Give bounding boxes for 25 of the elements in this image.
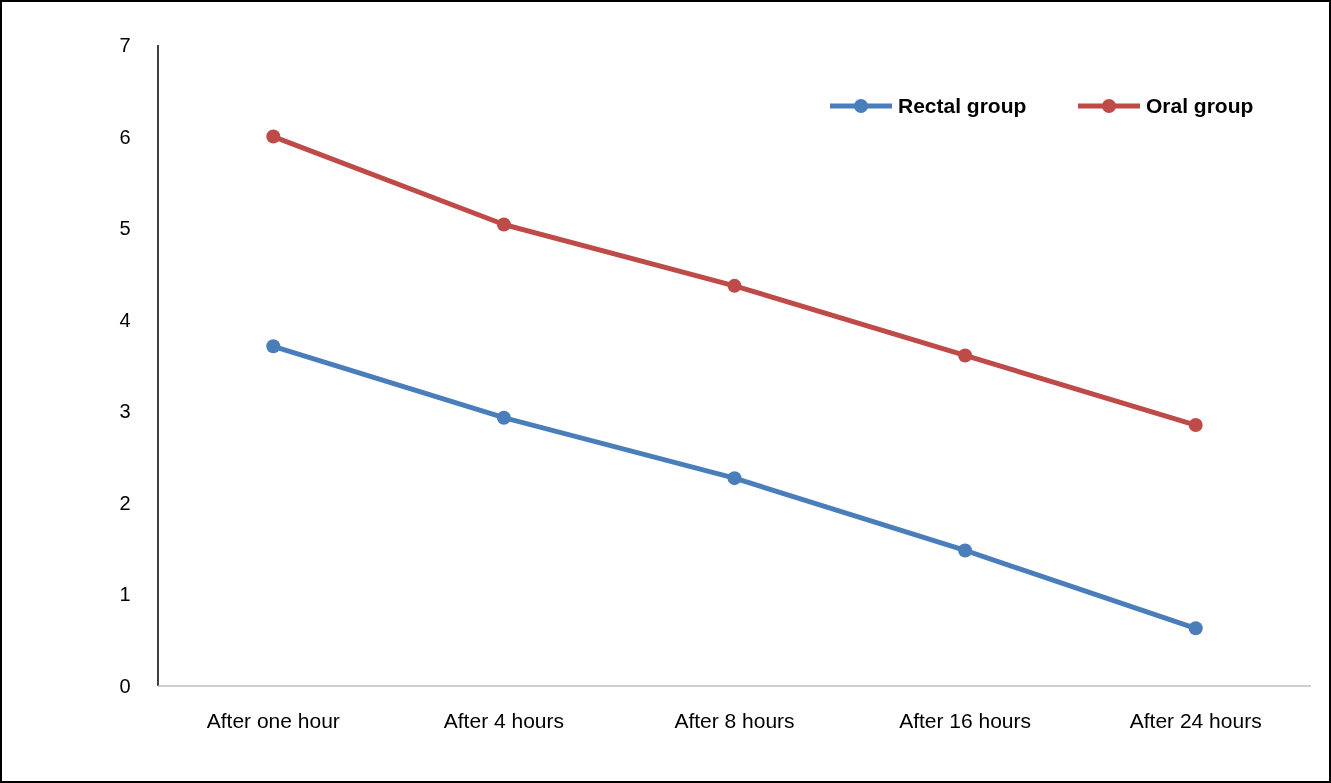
y-tick-label: 5: [119, 217, 131, 240]
x-tick-label: After 16 hours: [899, 709, 1032, 732]
x-tick-label: After 24 hours: [1129, 709, 1262, 732]
point: [1188, 418, 1203, 433]
point: [266, 129, 281, 144]
point: [1188, 621, 1203, 636]
point: [496, 410, 511, 425]
y-tick-label: 1: [119, 583, 131, 606]
y-tick-label: 4: [119, 308, 131, 331]
y-tick-label: 6: [119, 125, 131, 148]
x-tick-label: After one hour: [206, 709, 340, 732]
legend-label: Rectal group: [898, 94, 1027, 118]
point: [266, 339, 281, 354]
y-tick-label: 2: [119, 491, 131, 514]
x-tick-label: After 8 hours: [674, 709, 795, 732]
legend-label: Oral group: [1146, 94, 1254, 118]
x-tick-label: After 4 hours: [443, 709, 565, 732]
point: [727, 471, 742, 486]
y-tick-label: 7: [119, 34, 131, 56]
y-tick-label: 0: [119, 675, 131, 697]
point: [958, 348, 973, 363]
point: [958, 543, 973, 558]
point: [727, 278, 742, 293]
point: [496, 217, 511, 232]
y-tick-label: 3: [119, 400, 131, 423]
